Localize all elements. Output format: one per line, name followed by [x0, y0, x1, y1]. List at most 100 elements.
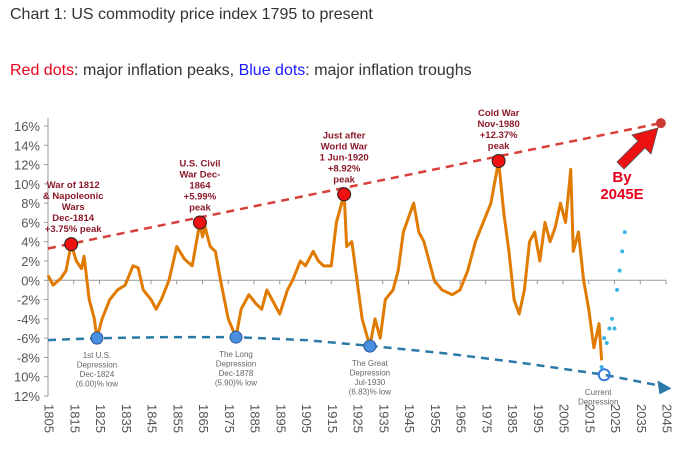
x-tick-label: 1905 — [299, 404, 314, 433]
peak-annotation: 1 Jun-1920 — [320, 152, 369, 163]
y-tick-label: 12% — [14, 389, 40, 404]
trough-trend-arrowhead — [657, 380, 672, 395]
peak-annotation: +8.92% — [328, 163, 361, 174]
trough-trend-line — [47, 335, 664, 388]
x-tick-label: 1875 — [222, 404, 237, 433]
x-tick-label: 1965 — [454, 404, 469, 433]
projection-dot — [612, 326, 617, 331]
x-tick-label: 2015 — [582, 404, 597, 433]
peak-annotation: War Dec- — [180, 170, 221, 181]
peak-annotation: +5.99% — [184, 192, 217, 203]
peak-dot — [491, 154, 506, 169]
trough-dot — [229, 330, 243, 344]
trough-annotation: (6.00)% low — [76, 380, 118, 389]
x-tick-label: 1865 — [196, 404, 211, 433]
peak-annotation: peak — [189, 203, 211, 214]
projection-dot — [599, 365, 604, 370]
trough-annotation: Current — [585, 388, 612, 397]
peak-annotation: peak — [488, 141, 510, 152]
y-tick-label: 0% — [21, 273, 40, 288]
peak-annotation: Dec-1814 — [52, 213, 94, 224]
trough-annotation: Depression — [216, 360, 256, 369]
x-tick-label: 1835 — [119, 404, 134, 433]
x-tick-label: 2035 — [634, 404, 649, 433]
trough-dot — [90, 331, 104, 345]
callout-text: By — [612, 169, 632, 186]
y-tick-label: -6% — [17, 331, 41, 346]
trough-annotation: The Great — [352, 359, 389, 368]
x-tick-label: 2045 — [660, 404, 675, 433]
peak-annotation: +12.37% — [480, 130, 518, 141]
peak-annotation: Just after — [323, 130, 366, 141]
legend-blue-text: : major inflation troughs — [305, 62, 472, 79]
legend-red-label: Red dots — [10, 62, 75, 79]
chart-title: Chart 1: US commodity price index 1795 t… — [10, 6, 373, 23]
y-tick-label: 14% — [14, 138, 40, 153]
x-tick-label: 2025 — [608, 404, 623, 433]
trough-annotation: Dec-1878 — [219, 369, 254, 378]
legend-blue-label: Blue dots — [238, 62, 306, 79]
y-tick-label: -4% — [17, 312, 41, 327]
x-tick-label: 1895 — [273, 404, 288, 433]
legend: Red dots: major inflation peaks, Blue do… — [10, 62, 472, 80]
trough-dot — [597, 368, 611, 382]
projection-dot — [617, 268, 622, 273]
peak-dot — [64, 237, 79, 252]
up-right-arrow-icon — [616, 127, 659, 170]
y-tick-label: -2% — [17, 293, 41, 308]
peak-annotation: War of 1812 — [47, 180, 100, 191]
x-tick-label: 1825 — [93, 404, 108, 433]
y-tick-label: -8% — [17, 350, 41, 365]
peak-annotation: peak — [333, 174, 355, 185]
trough-annotation: The Long — [219, 350, 253, 359]
projection-dot — [604, 340, 609, 345]
x-tick-label: 1845 — [145, 404, 160, 433]
y-tick-label: 10% — [14, 370, 40, 385]
x-tick-label: 1975 — [479, 404, 494, 433]
x-tick-label: 1855 — [170, 404, 185, 433]
peak-annotation: & Napoleonic — [43, 191, 104, 202]
y-tick-label: 2% — [21, 254, 40, 269]
projection-dot — [615, 287, 620, 292]
trough-annotation: (6.83)% low — [349, 388, 391, 397]
x-tick-label: 1805 — [42, 404, 57, 433]
x-tick-label: 1955 — [428, 404, 443, 433]
peak-annotation: Nov-1980 — [478, 119, 520, 130]
x-tick-label: 1945 — [402, 404, 417, 433]
trough-annotation: Jul-1930 — [355, 378, 386, 387]
peak-dot — [655, 118, 666, 129]
peak-annotation: +3.75% peak — [45, 224, 102, 235]
peak-dot — [192, 215, 207, 230]
y-tick-label: 16% — [14, 119, 40, 134]
x-tick-label: 1885 — [248, 404, 263, 433]
callout-text: 2045E — [600, 186, 643, 203]
y-tick-label: 8% — [21, 196, 40, 211]
x-tick-label: 1995 — [531, 404, 546, 433]
trough-annotation: Depression — [77, 361, 117, 370]
trough-annotation: Depression — [350, 369, 390, 378]
x-tick-label: 1915 — [325, 404, 340, 433]
x-tick-label: 1925 — [351, 404, 366, 433]
trough-annotation: Depression — [578, 397, 618, 406]
projection-dot — [607, 326, 612, 331]
y-tick-label: 6% — [21, 215, 40, 230]
y-tick-label: 4% — [21, 235, 40, 250]
x-tick-label: 1935 — [376, 404, 391, 433]
projection-dot — [622, 230, 627, 235]
peak-annotation: World War — [321, 141, 368, 152]
commodity-index-line — [46, 159, 604, 361]
peak-annotation: U.S. Civil — [179, 159, 220, 170]
y-tick-label: 12% — [14, 158, 40, 173]
projection-dot — [620, 249, 625, 254]
y-tick-label: 10% — [14, 177, 40, 192]
trough-annotation: Dec-1824 — [80, 370, 115, 379]
legend-red-text: : major inflation peaks, — [74, 62, 239, 79]
peak-annotation: 1864 — [189, 181, 211, 192]
trough-annotation: (5.90)% low — [215, 379, 257, 388]
trough-dot — [363, 339, 377, 353]
projection-dot — [609, 316, 614, 321]
projection-dot — [602, 336, 607, 341]
trough-annotation: 1st U.S. — [83, 351, 111, 360]
peak-dot — [337, 187, 352, 202]
